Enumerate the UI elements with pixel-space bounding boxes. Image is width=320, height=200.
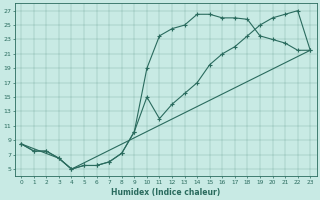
X-axis label: Humidex (Indice chaleur): Humidex (Indice chaleur) [111,188,220,197]
